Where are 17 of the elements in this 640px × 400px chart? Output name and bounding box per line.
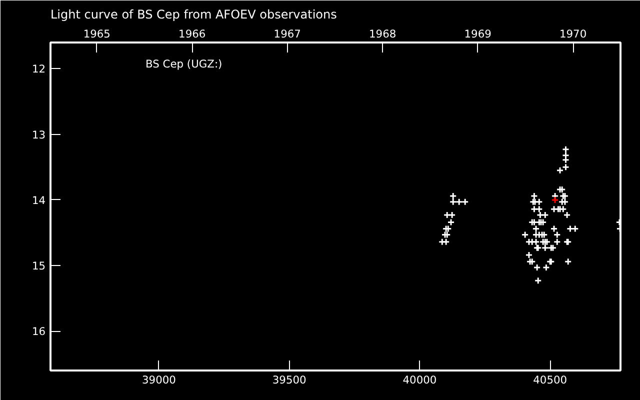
x2-tick-label: 1967 xyxy=(274,28,301,40)
x-tick-label: 39000 xyxy=(142,374,176,386)
x2-tick-label: 1965 xyxy=(83,28,110,40)
y-tick-label: 14 xyxy=(32,194,46,207)
y-tick-label: 12 xyxy=(32,62,46,76)
x2-tick-label: 1966 xyxy=(178,28,206,40)
x2-tick-label: 1969 xyxy=(464,28,492,40)
x-tick-label: 39500 xyxy=(272,374,307,386)
x-tick-label: 40500 xyxy=(533,374,568,386)
y-tick-label: 13 xyxy=(32,128,46,142)
x2-tick-label: 1968 xyxy=(369,28,396,40)
x-tick-label: 40000 xyxy=(402,374,437,386)
y-tick-label: 15 xyxy=(32,260,46,273)
x2-tick-label: 1970 xyxy=(560,28,587,40)
chart-title: Light curve of BS Cep from AFOEV observations xyxy=(50,8,337,22)
annotation: BS Cep (UGZ:) xyxy=(146,58,222,70)
y-tick-label: 16 xyxy=(32,325,46,338)
